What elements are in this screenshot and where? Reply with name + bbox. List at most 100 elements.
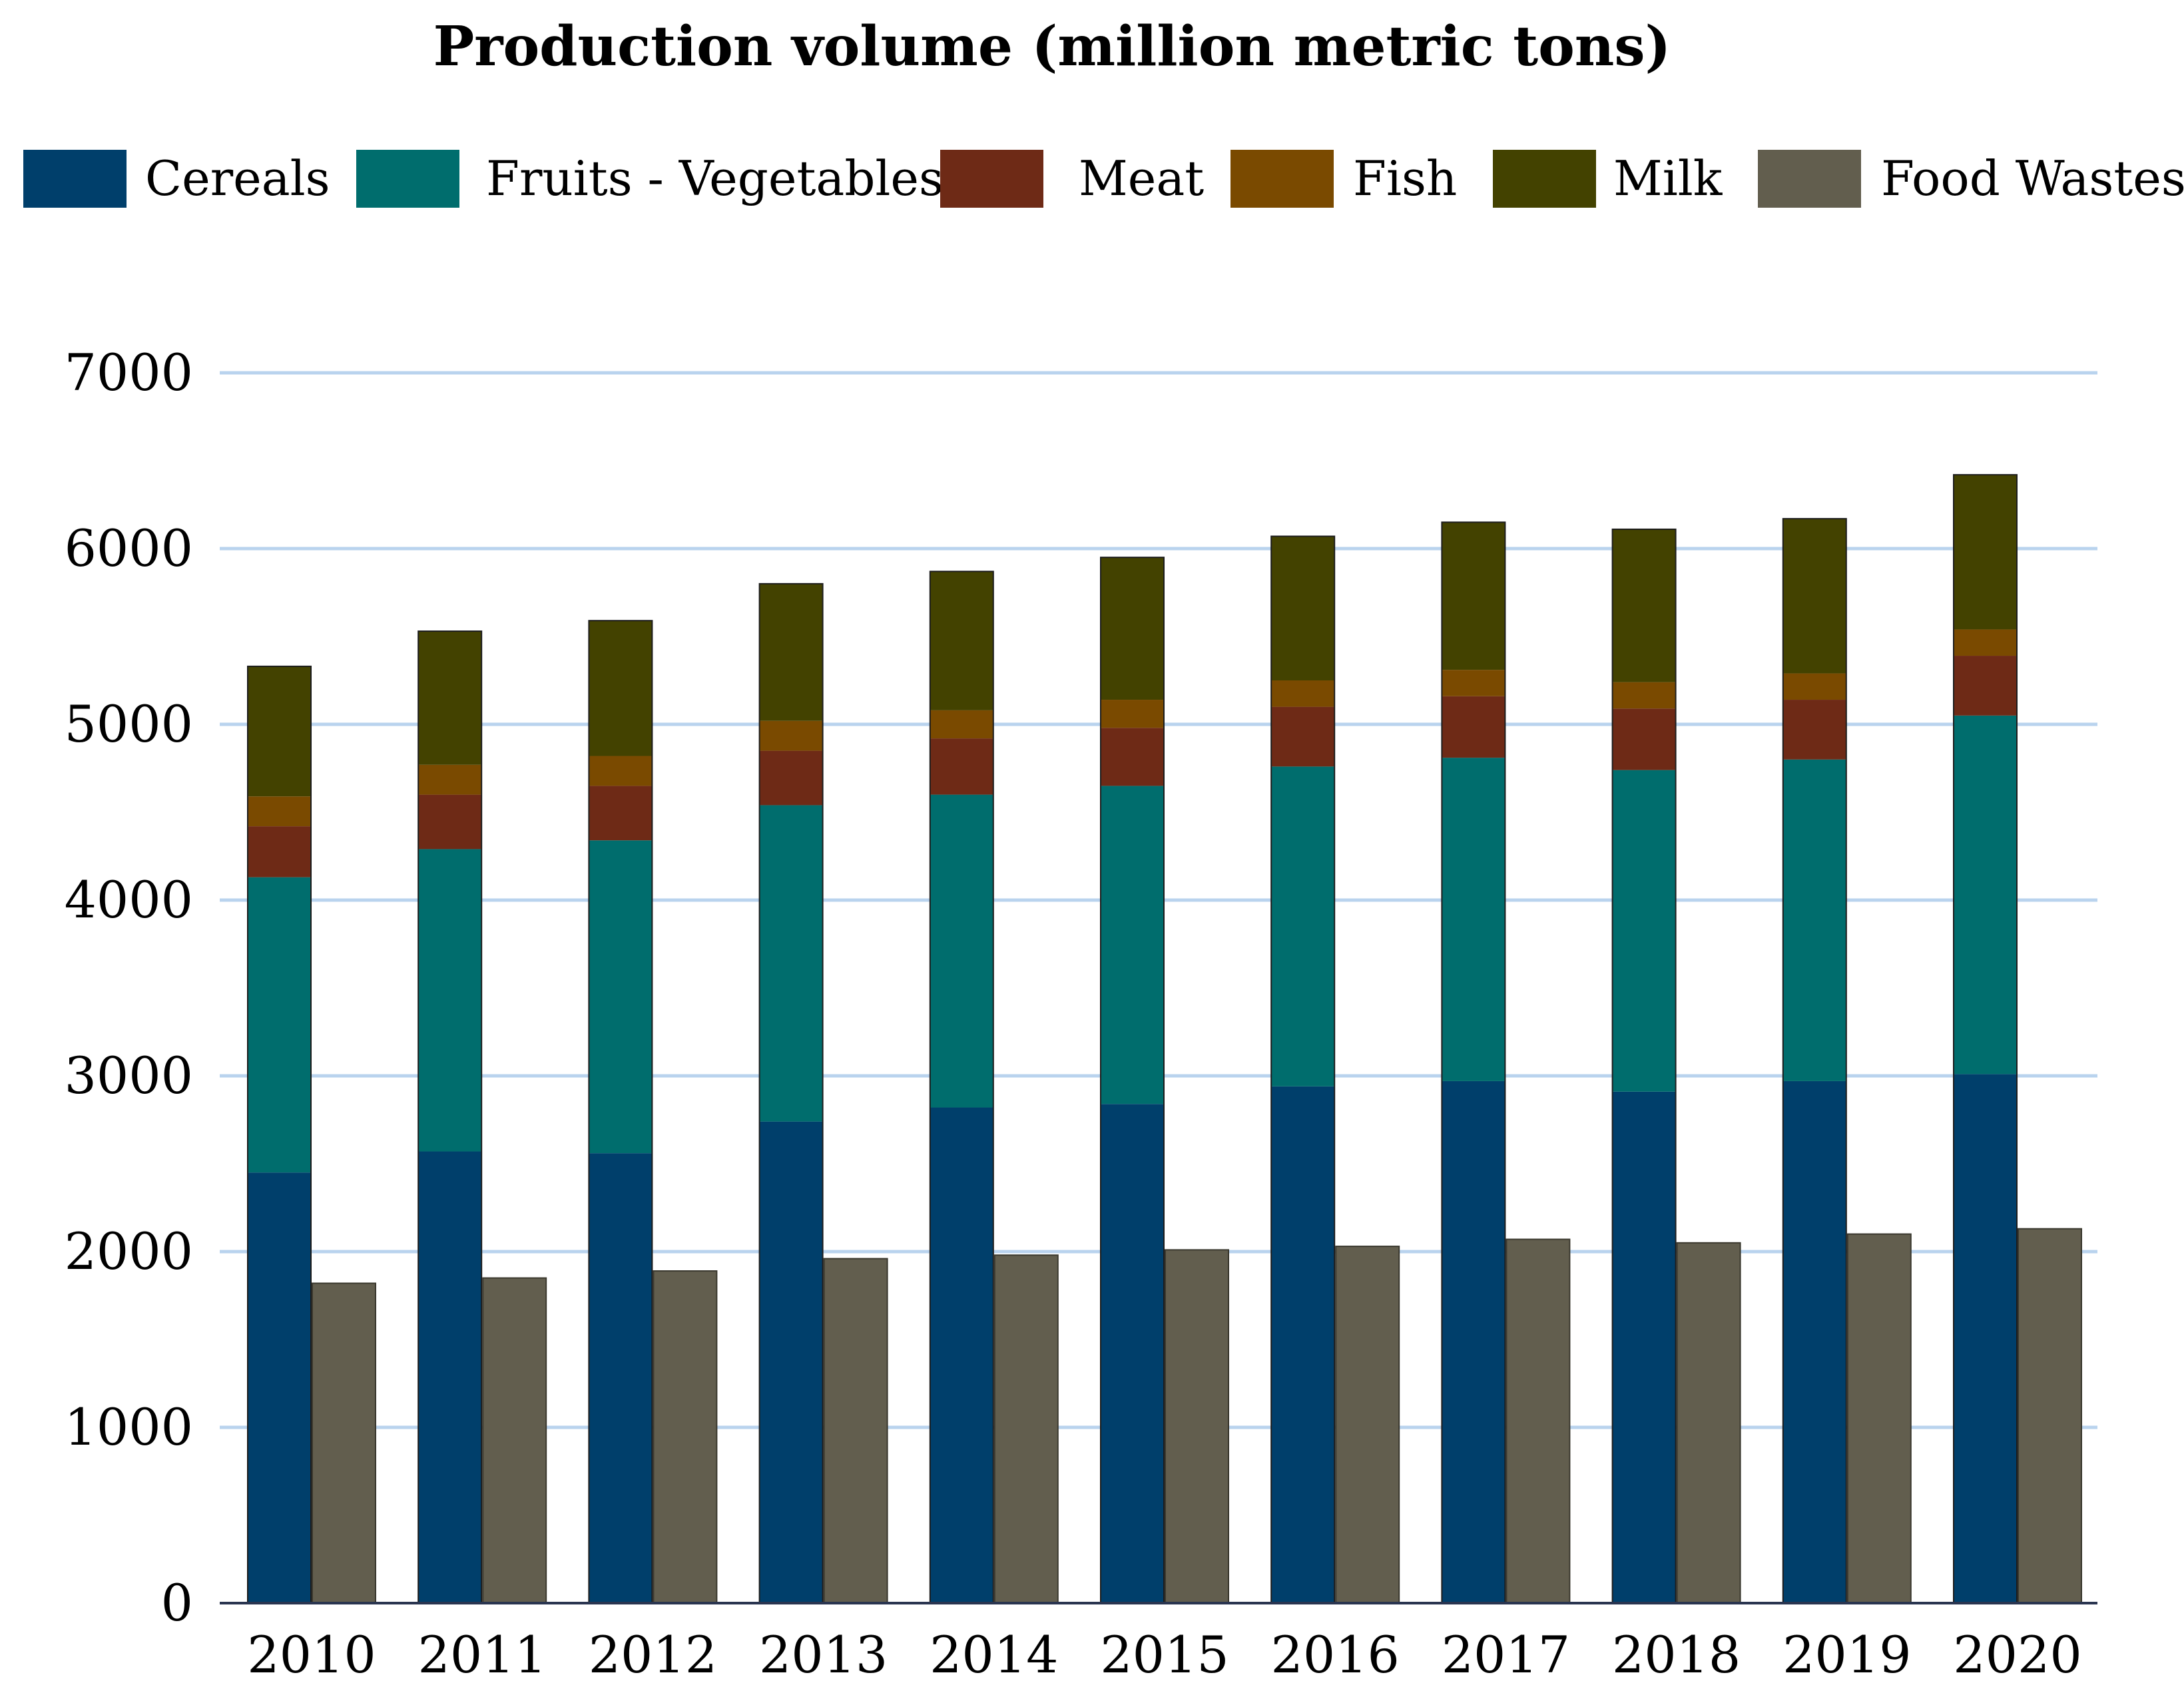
legend-label-3: Fish (1353, 150, 1457, 206)
bars (247, 474, 2082, 1604)
bar-cereals-2013 (759, 1121, 823, 1603)
bar-cereals-2020 (1954, 1074, 2017, 1603)
y-tick-label-4000: 4000 (65, 870, 193, 929)
legend-swatch-0 (23, 150, 127, 208)
bar-fruits-vegetables-2014 (930, 794, 993, 1108)
bar-food-wastes-2014 (993, 1254, 1059, 1604)
bar-fruits-vegetables-2011 (418, 849, 482, 1152)
bar-meat-2011 (418, 794, 482, 849)
bar-food-wastes-2020 (2018, 1228, 2082, 1604)
bar-meat-2015 (1101, 728, 1164, 786)
x-tick-label-2012: 2012 (589, 1625, 717, 1684)
y-tick-label-7000: 7000 (65, 343, 193, 402)
bar-cereals-2014 (930, 1107, 993, 1603)
bar-meat-2014 (930, 738, 993, 795)
bar-meat-2013 (759, 750, 823, 806)
legend-label-2: Meat (1079, 150, 1204, 206)
bar-milk-2016 (1271, 536, 1335, 680)
bar-milk-2015 (1101, 557, 1164, 700)
bar-meat-2020 (1954, 656, 2017, 716)
bar-food-wastes-2010 (312, 1282, 376, 1604)
x-tick-label-2017: 2017 (1442, 1625, 1570, 1684)
x-tick-label-2019: 2019 (1782, 1625, 1911, 1684)
y-tick-label-1000: 1000 (65, 1397, 193, 1457)
legend-label-4: Milk (1613, 150, 1723, 206)
legend-label-0: Cereals (145, 150, 330, 206)
bar-fruits-vegetables-2019 (1782, 759, 1846, 1081)
bar-milk-2018 (1612, 529, 1676, 682)
bar-meat-2012 (589, 786, 653, 841)
x-tick-label-2013: 2013 (759, 1625, 888, 1684)
chart-title: Production volume (million metric tons) (433, 15, 1671, 79)
bar-cereals-2011 (418, 1151, 482, 1603)
bar-meat-2016 (1271, 706, 1335, 767)
y-tick-label-3000: 3000 (65, 1046, 193, 1105)
bar-fruits-vegetables-2016 (1271, 766, 1335, 1087)
x-tick-label-2016: 2016 (1270, 1625, 1399, 1684)
bar-cereals-2015 (1101, 1104, 1164, 1603)
bar-milk-2011 (418, 631, 482, 765)
bar-fruits-vegetables-2020 (1954, 715, 2017, 1075)
bar-fruits-vegetables-2013 (759, 805, 823, 1122)
bar-food-wastes-2018 (1676, 1242, 1741, 1604)
bar-cereals-2010 (248, 1172, 311, 1603)
bar-milk-2014 (930, 571, 993, 710)
bar-milk-2010 (248, 666, 311, 797)
x-tick-label-2011: 2011 (417, 1625, 546, 1684)
bar-milk-2020 (1954, 475, 2017, 630)
legend-label-5: Food Wastes (1881, 150, 2184, 206)
bar-cereals-2017 (1442, 1081, 1505, 1603)
x-tick-label-2020: 2020 (1953, 1625, 2081, 1684)
bar-fruits-vegetables-2010 (248, 877, 311, 1173)
bar-fish-2017 (1442, 670, 1505, 696)
bar-food-wastes-2013 (823, 1258, 888, 1604)
legend-swatch-5 (1758, 150, 1861, 208)
bar-fish-2013 (759, 720, 823, 751)
bar-fruits-vegetables-2017 (1442, 758, 1505, 1081)
bar-fish-2012 (589, 756, 653, 786)
bar-fish-2015 (1101, 700, 1164, 728)
bar-milk-2019 (1782, 519, 1846, 674)
y-tick-label-5000: 5000 (65, 694, 193, 754)
x-tick-label-2014: 2014 (930, 1625, 1058, 1684)
legend-swatch-3 (1230, 150, 1334, 208)
bar-food-wastes-2016 (1335, 1246, 1400, 1604)
legend-label-1: Fruits - Vegetables (486, 150, 944, 206)
bar-fruits-vegetables-2018 (1612, 770, 1676, 1092)
x-axis-ticks: 2010 2011 2012 2013 2014 2015 2016 2017 2018 2019… (247, 1625, 2081, 1684)
bar-fish-2018 (1612, 682, 1676, 709)
bar-meat-2017 (1442, 696, 1505, 758)
legend-swatch-4 (1493, 150, 1596, 208)
bar-fish-2020 (1954, 629, 2017, 656)
x-tick-label-2018: 2018 (1612, 1625, 1741, 1684)
bar-food-wastes-2017 (1505, 1238, 1571, 1604)
bar-fruits-vegetables-2012 (589, 840, 653, 1154)
bar-milk-2013 (759, 583, 823, 721)
bar-fish-2019 (1782, 673, 1846, 700)
bar-milk-2012 (589, 620, 653, 756)
x-tick-label-2010: 2010 (247, 1625, 376, 1684)
y-tick-label-2000: 2000 (65, 1222, 193, 1281)
legend-swatch-2 (940, 150, 1043, 208)
bar-meat-2010 (248, 826, 311, 877)
y-axis-ticks: 0 1000 2000 3000 4000 5000 6000 7000 (65, 343, 193, 1632)
bar-fish-2010 (248, 796, 311, 827)
bar-fish-2014 (930, 710, 993, 739)
bar-cereals-2016 (1271, 1086, 1335, 1603)
y-tick-label-0: 0 (161, 1573, 193, 1632)
bar-milk-2017 (1442, 522, 1505, 670)
bar-food-wastes-2019 (1846, 1233, 1912, 1604)
bar-cereals-2012 (589, 1153, 653, 1603)
bar-fish-2016 (1271, 680, 1335, 707)
legend: Cereals Fruits - Vegetables Meat Fish Milk Fo… (23, 150, 2184, 208)
bar-meat-2018 (1612, 708, 1676, 770)
bar-food-wastes-2015 (1165, 1249, 1229, 1604)
bar-fruits-vegetables-2015 (1101, 786, 1164, 1104)
legend-swatch-1 (356, 150, 459, 208)
x-tick-label-2015: 2015 (1100, 1625, 1228, 1684)
bar-cereals-2019 (1782, 1081, 1846, 1603)
bar-food-wastes-2011 (482, 1277, 547, 1604)
bar-cereals-2018 (1612, 1091, 1676, 1603)
y-tick-label-6000: 6000 (65, 519, 193, 578)
